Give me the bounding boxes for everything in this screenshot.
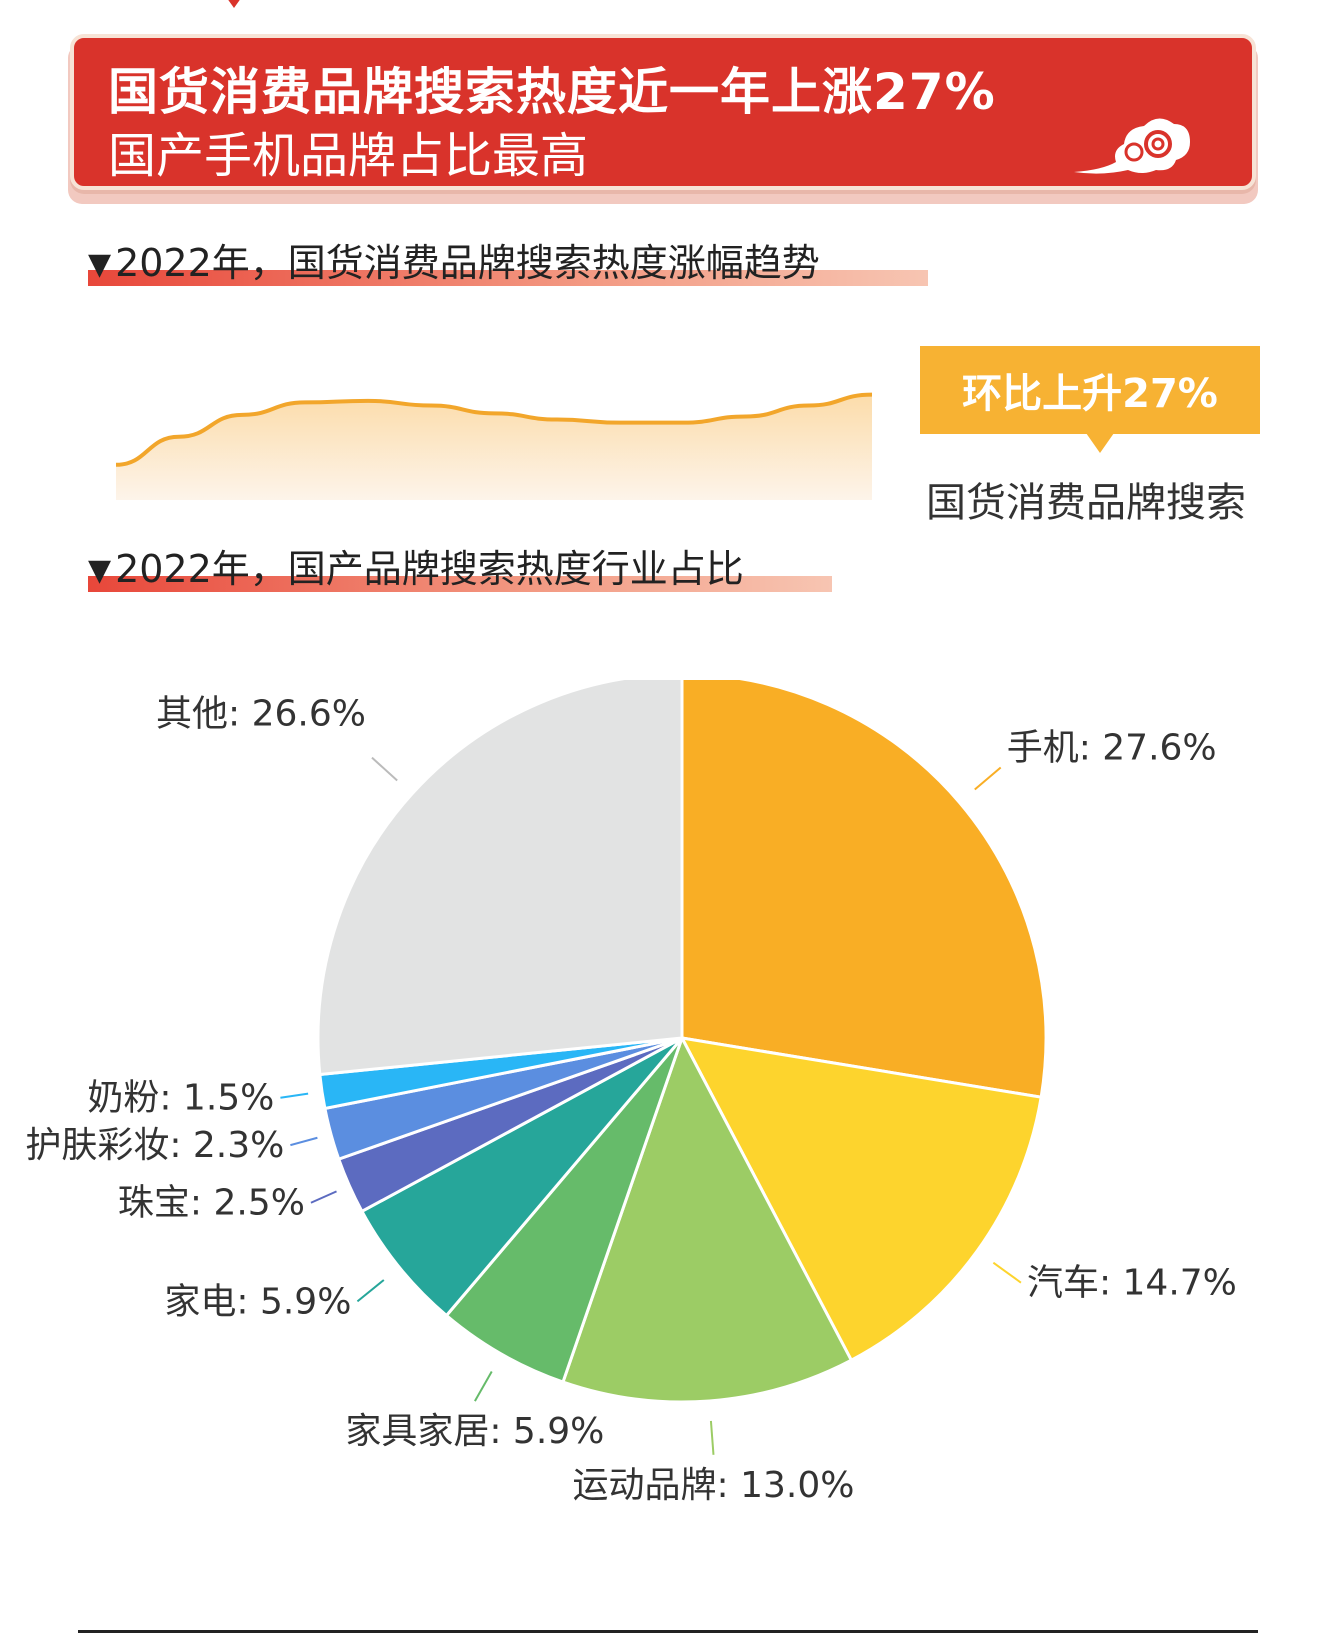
section2-underline [88, 576, 832, 592]
pie-slice-8 [316, 680, 684, 1077]
pie-slice-3 [444, 1037, 684, 1384]
bottom-divider [78, 1630, 1258, 1633]
leader-line-4 [356, 1279, 385, 1303]
leader-line-0 [974, 766, 1002, 791]
pie-label-4: 家电: 5.9% [164, 1281, 351, 1322]
trend-line [116, 392, 872, 467]
section2-heading: ▼ 2022年，国产品牌搜索热度行业占比 [88, 538, 744, 593]
pie-slice-4 [359, 1036, 684, 1318]
pie-slice-2 [561, 1034, 854, 1404]
pie-label-8: 其他: 26.6% [156, 694, 366, 735]
auspicious-cloud-icon [1074, 118, 1190, 174]
leader-line-8 [371, 756, 398, 782]
trend-area-fill [116, 394, 872, 500]
pie-label-2: 运动品牌: 13.0% [573, 1465, 855, 1506]
section2-heading-text: 2022年，国产品牌搜索热度行业占比 [115, 547, 744, 591]
section1-heading-text: 2022年，国货消费品牌搜索热度涨幅趋势 [115, 241, 820, 285]
pie-slice-0 [680, 680, 1048, 1099]
leader-line-6 [290, 1136, 318, 1147]
title-banner: 国货消费品牌搜索热度近一年上涨27% 国产手机品牌占比最高 [70, 34, 1256, 190]
leader-line-1 [992, 1261, 1022, 1284]
section1-underline [88, 270, 928, 286]
callout-pointer [1086, 433, 1114, 453]
growth-callout: 环比上升27% [920, 346, 1260, 434]
triangle-down-icon: ▼ [88, 247, 112, 282]
banner-title: 国货消费品牌搜索热度近一年上涨27% [108, 63, 996, 121]
section1-heading: ▼ 2022年，国货消费品牌搜索热度涨幅趋势 [88, 232, 820, 287]
pie-label-0: 手机: 27.6% [1007, 728, 1217, 769]
pie-label-7: 奶粉: 1.5% [87, 1078, 274, 1119]
trend-area-chart [116, 392, 872, 500]
leader-line-3 [474, 1371, 493, 1402]
pie-label-1: 汽车: 14.7% [1027, 1263, 1237, 1304]
pie-label-3: 家具家居: 5.9% [345, 1411, 604, 1452]
industry-share-pie-chart: 手机: 27.6% 汽车: 14.7% 运动品牌: 13.0% 家具家居: 5.9% 家… [25, 680, 1237, 1506]
pie-slice-1 [679, 1036, 1043, 1363]
leader-line-2 [709, 1420, 715, 1455]
leader-line-5 [310, 1190, 337, 1204]
banner-subtitle: 国产手机品牌占比最高 [108, 128, 589, 184]
callout-caption: 国货消费品牌搜索 [926, 480, 1246, 526]
triangle-down-icon: ▼ [88, 553, 112, 588]
top-arrow-marker [224, 0, 244, 8]
leader-line-7 [280, 1092, 309, 1099]
pie-label-6: 护肤彩妆: 2.3% [25, 1125, 284, 1166]
pie-label-5: 珠宝: 2.5% [118, 1183, 305, 1224]
